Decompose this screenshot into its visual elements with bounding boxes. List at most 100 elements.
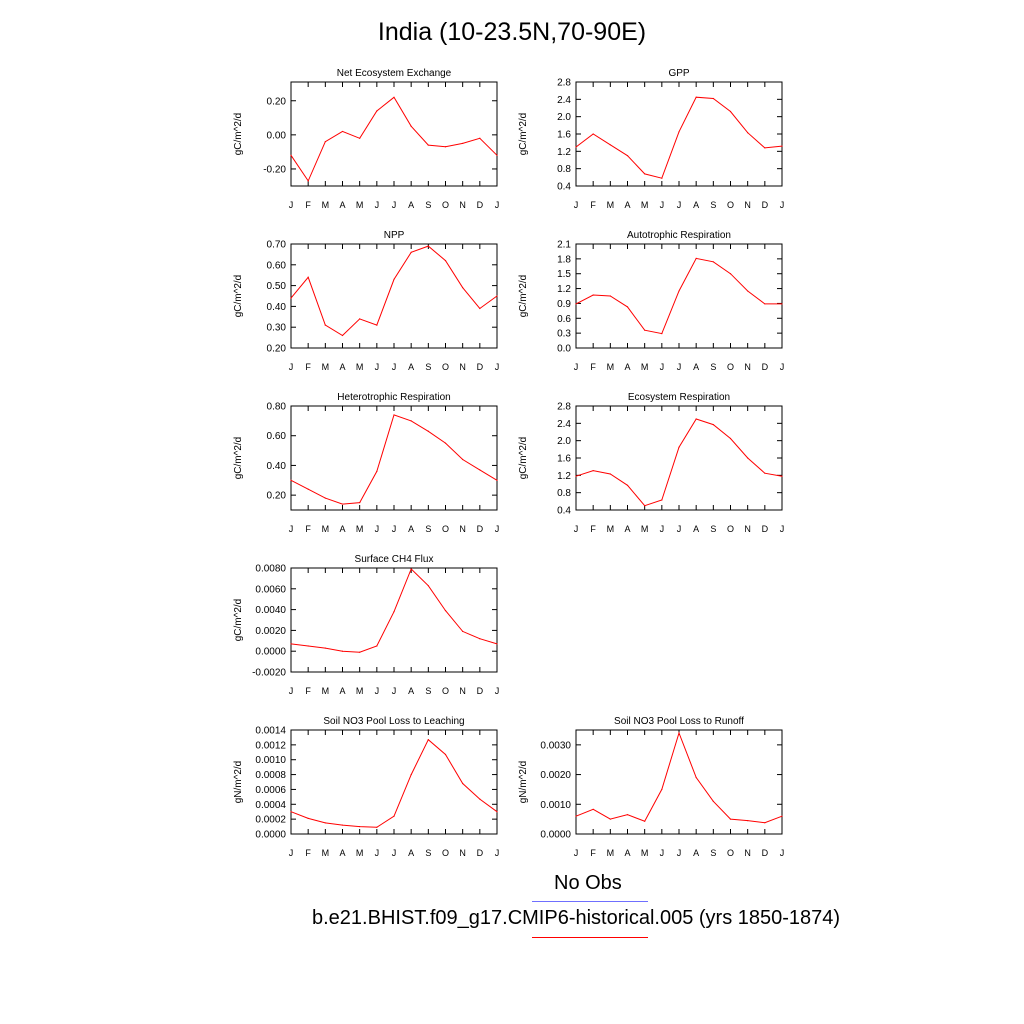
data-point-surface-ch4-flux	[307, 645, 309, 647]
x-tick-label-soil-no3-pool-loss-to-runoff: S	[710, 848, 716, 858]
data-point-soil-no3-pool-loss-to-runoff	[575, 815, 577, 817]
x-tick-label-soil-no3-pool-loss-to-runoff: J	[660, 848, 665, 858]
data-point-soil-no3-pool-loss-to-leaching	[307, 817, 309, 820]
data-point-heterotrophic-respiration	[393, 414, 395, 416]
x-tick-label-autotrophic-respiration: J	[574, 362, 579, 372]
x-tick-label-gpp: O	[727, 200, 734, 210]
data-point-npp	[290, 297, 292, 299]
x-tick-label-gpp: J	[660, 200, 665, 210]
x-tick-label-heterotrophic-respiration: J	[495, 524, 500, 534]
data-point-soil-no3-pool-loss-to-runoff	[729, 818, 732, 820]
data-point-heterotrophic-respiration	[324, 497, 326, 499]
series-line-npp	[290, 245, 498, 337]
y-tick-label-surface-ch4-flux: 0.0020	[255, 626, 286, 637]
legend-label-no-obs: No Obs	[554, 872, 622, 894]
data-point-soil-no3-pool-loss-to-leaching	[479, 798, 481, 800]
data-point-npp	[462, 287, 464, 289]
x-tick-label-surface-ch4-flux: J	[289, 686, 294, 696]
x-tick-label-npp: S	[425, 362, 431, 372]
panel-frame-soil-no3-pool-loss-to-runoff	[575, 729, 783, 835]
x-tick-label-npp: J	[495, 362, 500, 372]
series-line-autotrophic-respiration	[575, 257, 782, 335]
data-point-surface-ch4-flux	[376, 645, 378, 647]
x-tick-label-net-ecosystem-exchange: M	[356, 200, 364, 210]
y-tick-label-soil-no3-pool-loss-to-leaching: 0.0004	[255, 800, 286, 811]
data-point-net-ecosystem-exchange	[479, 137, 481, 139]
panel-frame-soil-no3-pool-loss-to-leaching	[290, 729, 498, 835]
series-line-heterotrophic-respiration	[290, 414, 498, 505]
data-point-soil-no3-pool-loss-to-runoff	[695, 776, 697, 779]
x-tick-label-ecosystem-respiration: J	[677, 524, 682, 534]
x-tick-label-net-ecosystem-exchange: M	[322, 200, 330, 210]
x-tick-label-npp: A	[408, 362, 414, 372]
x-tick-label-soil-no3-pool-loss-to-leaching: O	[442, 848, 449, 858]
x-tick-label-ecosystem-respiration: J	[780, 524, 785, 534]
data-point-heterotrophic-respiration	[462, 458, 464, 461]
series-line-net-ecosystem-exchange	[290, 96, 498, 182]
y-axis-label-ecosystem-respiration: gC/m^2/d	[518, 437, 529, 480]
x-tick-label-ecosystem-respiration: D	[762, 524, 769, 534]
data-point-surface-ch4-flux	[410, 568, 412, 570]
x-tick-label-gpp: A	[693, 200, 699, 210]
data-point-soil-no3-pool-loss-to-runoff	[678, 732, 680, 734]
x-tick-label-net-ecosystem-exchange: A	[408, 200, 414, 210]
data-point-autotrophic-respiration	[575, 303, 577, 305]
y-axis-label-net-ecosystem-exchange: gC/m^2/d	[233, 113, 244, 156]
x-tick-label-npp: N	[459, 362, 466, 372]
data-point-surface-ch4-flux	[290, 643, 292, 645]
data-point-npp	[427, 245, 429, 247]
x-tick-label-soil-no3-pool-loss-to-leaching: A	[408, 848, 414, 858]
y-tick-label-npp: 0.70	[267, 240, 287, 251]
data-point-ecosystem-respiration	[661, 499, 663, 501]
x-tick-label-autotrophic-respiration: J	[677, 362, 682, 372]
y-tick-label-npp: 0.50	[267, 281, 287, 292]
data-point-soil-no3-pool-loss-to-leaching	[359, 825, 361, 828]
data-point-autotrophic-respiration	[695, 257, 697, 259]
x-tick-label-heterotrophic-respiration: O	[442, 524, 449, 534]
data-point-net-ecosystem-exchange	[324, 141, 326, 143]
y-tick-label-ecosystem-respiration: 1.2	[557, 471, 571, 482]
data-point-surface-ch4-flux	[341, 650, 344, 652]
x-tick-label-ecosystem-respiration: M	[607, 524, 615, 534]
data-point-soil-no3-pool-loss-to-runoff	[626, 814, 629, 816]
x-tick-label-soil-no3-pool-loss-to-runoff: M	[607, 848, 615, 858]
y-tick-label-gpp: 0.4	[557, 182, 571, 193]
data-point-gpp	[592, 133, 594, 135]
data-point-soil-no3-pool-loss-to-leaching	[341, 824, 344, 826]
data-point-net-ecosystem-exchange	[427, 144, 429, 146]
data-point-autotrophic-respiration	[781, 303, 783, 305]
data-point-heterotrophic-respiration	[496, 479, 498, 481]
x-tick-label-net-ecosystem-exchange: D	[477, 200, 484, 210]
x-tick-label-autotrophic-respiration: A	[693, 362, 699, 372]
y-tick-label-ecosystem-respiration: 2.0	[557, 436, 571, 447]
panel-title-autotrophic-respiration: Autotrophic Respiration	[627, 230, 731, 241]
y-tick-label-soil-no3-pool-loss-to-leaching: 0.0014	[255, 726, 286, 737]
data-point-soil-no3-pool-loss-to-leaching	[462, 782, 464, 785]
y-tick-label-gpp: 2.0	[557, 112, 571, 123]
data-point-autotrophic-respiration	[747, 290, 749, 292]
data-point-net-ecosystem-exchange	[359, 137, 361, 139]
y-tick-label-gpp: 1.6	[557, 130, 571, 141]
data-point-npp	[444, 260, 447, 262]
y-tick-label-heterotrophic-respiration: 0.80	[267, 402, 287, 413]
x-tick-label-net-ecosystem-exchange: J	[495, 200, 500, 210]
data-point-autotrophic-respiration	[764, 303, 766, 305]
y-tick-label-autotrophic-respiration: 1.5	[557, 269, 571, 280]
x-tick-label-heterotrophic-respiration: F	[305, 524, 311, 534]
data-point-autotrophic-respiration	[609, 295, 611, 297]
x-tick-label-heterotrophic-respiration: N	[459, 524, 466, 534]
x-tick-label-net-ecosystem-exchange: O	[442, 200, 449, 210]
panel-frame-npp	[290, 243, 498, 349]
y-tick-label-soil-no3-pool-loss-to-leaching: 0.0010	[255, 755, 286, 766]
x-tick-label-npp: F	[305, 362, 311, 372]
data-point-heterotrophic-respiration	[479, 469, 481, 471]
x-tick-label-surface-ch4-flux: M	[322, 686, 330, 696]
series-line-surface-ch4-flux	[290, 568, 498, 653]
y-tick-label-surface-ch4-flux: 0.0000	[255, 647, 286, 658]
x-tick-label-soil-no3-pool-loss-to-leaching: M	[322, 848, 330, 858]
legend-label-model: b.e21.BHIST.f09_g17.CMIP6-historical.005…	[312, 907, 841, 929]
panel-frame-ecosystem-respiration	[575, 405, 783, 511]
y-tick-label-ecosystem-respiration: 0.8	[557, 488, 571, 499]
panel-title-gpp: GPP	[668, 68, 689, 79]
